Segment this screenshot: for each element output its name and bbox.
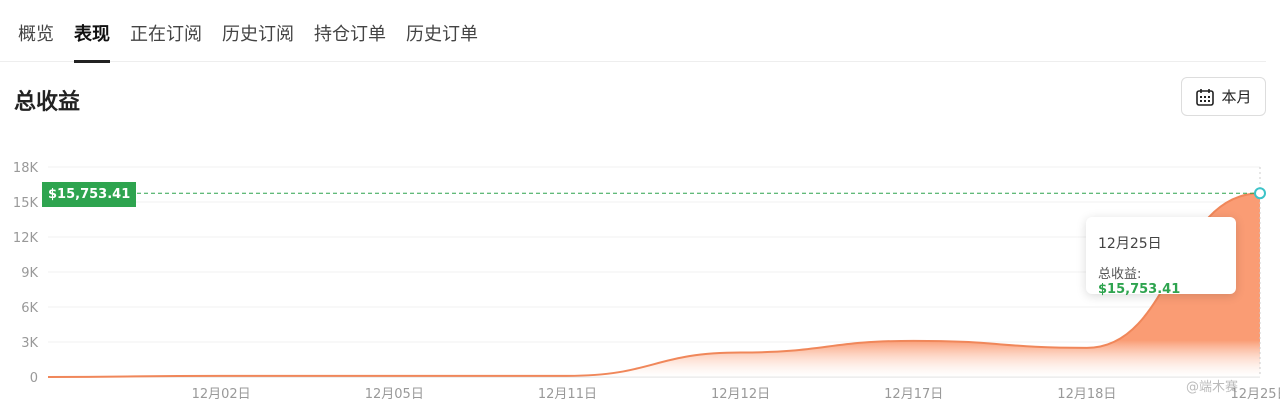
tooltip-label: 总收益: — [1098, 267, 1142, 282]
tab-5[interactable]: 历史订单 — [406, 24, 478, 45]
tab-4[interactable]: 持仓订单 — [314, 24, 386, 45]
y-tick-label: 0 — [30, 371, 38, 386]
tab-bar: 概览 表现 正在订阅 历史订阅 持仓订单 历史订单 — [0, 0, 1266, 63]
tooltip: 12月25日 总收益: $15,753.41 — [1086, 217, 1236, 297]
x-tick-label: 12月18日 — [1057, 387, 1116, 402]
y-tick-label: 15K — [13, 196, 39, 211]
calendar-icon — [1196, 88, 1215, 106]
tab-2[interactable]: 正在订阅 — [130, 24, 202, 45]
x-tick-label: 12月12日 — [711, 387, 770, 402]
tab-0[interactable]: 概览 — [18, 24, 54, 45]
tab-3[interactable]: 历史订阅 — [222, 24, 294, 45]
y-tick-label: 12K — [13, 231, 39, 246]
x-tick-label: 12月11日 — [538, 387, 597, 402]
tooltip-date: 12月25日 — [1098, 236, 1162, 252]
data-point-marker[interactable] — [1254, 187, 1266, 200]
x-tick-label: 12月02日 — [192, 387, 251, 402]
page-title: 总收益 — [14, 90, 81, 115]
y-tick-label: 3K — [21, 336, 38, 351]
x-tick-label: 12月05日 — [365, 387, 424, 402]
period-button[interactable]: 本月 — [1181, 77, 1266, 116]
y-tick-label: 9K — [21, 266, 38, 281]
tooltip-value: $15,753.41 — [1098, 282, 1181, 297]
tab-1[interactable]: 表现 — [74, 0, 110, 63]
watermark: @端木赛 — [1186, 380, 1239, 395]
x-tick-label: 12月17日 — [884, 387, 943, 402]
x-tick-label: 12月25日 — [1230, 387, 1280, 402]
series-line — [47, 192, 1261, 378]
y-tick-label: 18K — [13, 161, 39, 176]
y-tick-label: 6K — [21, 301, 38, 316]
period-label: 本月 — [1221, 88, 1252, 106]
current-value-badge: $15,753.41 — [42, 182, 137, 207]
area-fill — [48, 193, 1260, 377]
